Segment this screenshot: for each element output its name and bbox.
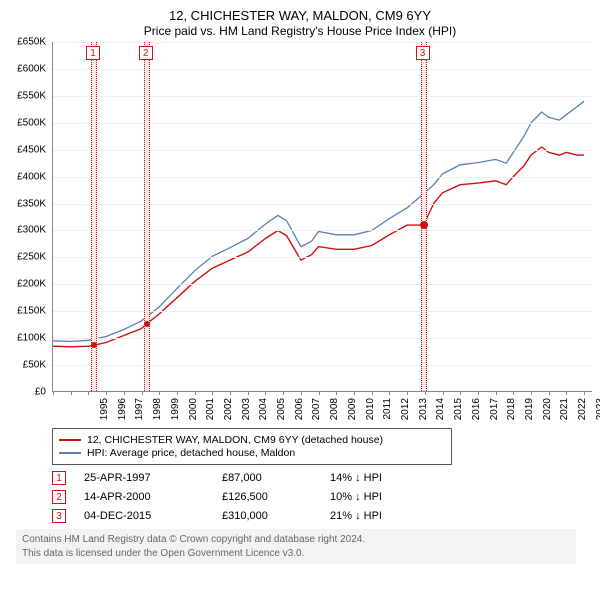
chart-lines	[53, 42, 593, 392]
sale-marker-number: 2	[139, 46, 153, 60]
x-tick-label: 2018	[506, 398, 517, 420]
x-tick-label: 2005	[276, 398, 287, 420]
sale-marker-band	[91, 42, 97, 391]
x-tick-label: 1995	[99, 398, 110, 420]
y-tick-label: £150K	[17, 306, 46, 317]
sale-date: 04-DEC-2015	[84, 510, 204, 522]
sale-row: 3 04-DEC-2015 £310,000 21% ↓ HPI	[52, 509, 592, 523]
sale-dot	[144, 321, 150, 327]
legend: 12, CHICHESTER WAY, MALDON, CM9 6YY (det…	[52, 428, 452, 465]
chart-title: 12, CHICHESTER WAY, MALDON, CM9 6YY	[8, 8, 592, 23]
y-tick-label: £600K	[17, 63, 46, 74]
sale-marker-number: 3	[416, 46, 430, 60]
legend-label: 12, CHICHESTER WAY, MALDON, CM9 6YY (det…	[87, 434, 383, 446]
y-tick-label: £200K	[17, 279, 46, 290]
series-hpi	[53, 101, 584, 341]
sale-price: £310,000	[222, 510, 312, 522]
sale-marker-number: 1	[86, 46, 100, 60]
x-tick-label: 2008	[329, 398, 340, 420]
x-tick-label: 2017	[489, 398, 500, 420]
y-axis-labels: £0£50K£100K£150K£200K£250K£300K£350K£400…	[8, 42, 48, 392]
y-tick-label: £550K	[17, 90, 46, 101]
x-tick-label: 2011	[382, 398, 393, 420]
sale-row: 1 25-APR-1997 £87,000 14% ↓ HPI	[52, 471, 592, 485]
x-tick-label: 1996	[117, 398, 128, 420]
y-tick-label: £100K	[17, 333, 46, 344]
x-tick-label: 2021	[559, 398, 570, 420]
sale-price: £126,500	[222, 491, 312, 503]
x-tick-label: 2013	[418, 398, 429, 420]
y-tick-label: £650K	[17, 37, 46, 48]
x-tick-label: 2015	[453, 398, 464, 420]
y-tick-label: £300K	[17, 225, 46, 236]
x-tick-label: 2014	[435, 398, 446, 420]
x-tick-label: 2012	[400, 398, 411, 420]
chart-container: 12, CHICHESTER WAY, MALDON, CM9 6YY Pric…	[0, 0, 600, 572]
sale-marker-band	[144, 42, 150, 391]
x-tick-label: 2009	[347, 398, 358, 420]
sale-number-icon: 2	[52, 490, 66, 504]
x-tick-label: 1997	[134, 398, 145, 420]
sale-number-icon: 3	[52, 509, 66, 523]
legend-row: HPI: Average price, detached house, Mald…	[59, 447, 445, 459]
sale-number-icon: 1	[52, 471, 66, 485]
x-tick-label: 2020	[542, 398, 553, 420]
y-tick-label: £450K	[17, 144, 46, 155]
y-tick-label: £0	[35, 387, 46, 398]
legend-label: HPI: Average price, detached house, Mald…	[87, 447, 295, 459]
x-tick-label: 2000	[188, 398, 199, 420]
y-tick-label: £400K	[17, 171, 46, 182]
sale-delta: 14% ↓ HPI	[330, 472, 430, 484]
y-tick-label: £500K	[17, 117, 46, 128]
sale-dot	[420, 221, 428, 229]
x-tick-label: 2002	[223, 398, 234, 420]
x-tick-label: 2010	[365, 398, 376, 420]
x-tick-label: 2019	[524, 398, 535, 420]
sale-marker-band	[421, 42, 427, 391]
y-tick-label: £50K	[23, 360, 46, 371]
x-tick-label: 2001	[205, 398, 216, 420]
sales-list: 1 25-APR-1997 £87,000 14% ↓ HPI 2 14-APR-2000…	[52, 471, 592, 523]
sale-delta: 21% ↓ HPI	[330, 510, 430, 522]
footer-line-2: This data is licensed under the Open Gov…	[22, 547, 570, 561]
x-tick-label: 1999	[170, 398, 181, 420]
x-tick-label: 2007	[311, 398, 322, 420]
sale-delta: 10% ↓ HPI	[330, 491, 430, 503]
plot-region: 1 2 3	[52, 42, 592, 392]
legend-swatch	[59, 439, 81, 441]
sale-date: 14-APR-2000	[84, 491, 204, 503]
sale-price: £87,000	[222, 472, 312, 484]
chart-area: £0£50K£100K£150K£200K£250K£300K£350K£400…	[52, 42, 586, 392]
x-tick-label: 1998	[152, 398, 163, 420]
sale-row: 2 14-APR-2000 £126,500 10% ↓ HPI	[52, 490, 592, 504]
chart-subtitle: Price paid vs. HM Land Registry's House …	[8, 24, 592, 38]
sale-date: 25-APR-1997	[84, 472, 204, 484]
y-tick-label: £250K	[17, 252, 46, 263]
legend-swatch	[59, 452, 81, 454]
x-tick-label: 2003	[241, 398, 252, 420]
x-tick-label: 2004	[258, 398, 269, 420]
y-tick-label: £350K	[17, 198, 46, 209]
x-tick-label: 2023	[595, 398, 600, 420]
sale-dot	[91, 342, 97, 348]
footer-line-1: Contains HM Land Registry data © Crown c…	[22, 533, 570, 547]
x-tick-label: 2006	[294, 398, 305, 420]
x-tick-label: 2016	[471, 398, 482, 420]
footer-attribution: Contains HM Land Registry data © Crown c…	[16, 529, 576, 564]
x-tick-label: 2022	[577, 398, 588, 420]
legend-row: 12, CHICHESTER WAY, MALDON, CM9 6YY (det…	[59, 434, 445, 446]
